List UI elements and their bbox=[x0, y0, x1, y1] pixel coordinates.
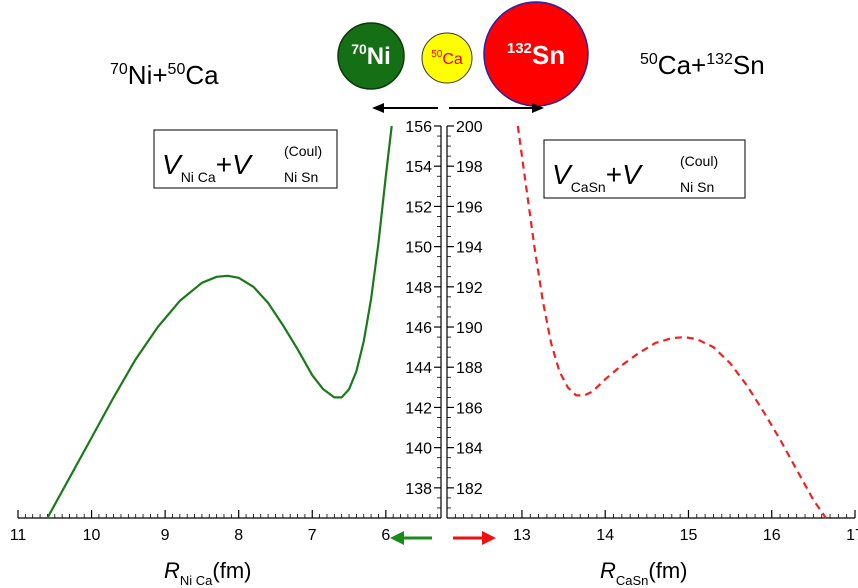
ca-direction-arrow bbox=[453, 531, 496, 545]
y-tick-label: 150 bbox=[405, 240, 432, 257]
right-x-axis-label: RCaSn(fm) bbox=[600, 558, 688, 588]
right-legend-sub: Ni Sn bbox=[680, 179, 714, 195]
x-tick-label: 13 bbox=[513, 527, 531, 544]
ni-label: 70Ni bbox=[351, 41, 391, 70]
y-tick-label: 198 bbox=[456, 159, 483, 176]
y-tick-label: 138 bbox=[405, 481, 432, 498]
y-tick-label: 186 bbox=[456, 400, 483, 417]
right-legend-frame bbox=[543, 139, 746, 199]
left-axes bbox=[18, 126, 442, 519]
left-x-axis-label: RNi Ca(fm) bbox=[164, 558, 252, 588]
x-tick-label: 11 bbox=[10, 527, 27, 544]
ca-arrow-head bbox=[482, 531, 496, 545]
x-tick-label: 9 bbox=[161, 527, 170, 544]
y-tick-label: 146 bbox=[405, 320, 432, 337]
left-legend-sup: (Coul) bbox=[284, 143, 322, 159]
left-legend-sub: Ni Sn bbox=[284, 169, 318, 185]
ni-direction-arrow bbox=[390, 531, 432, 545]
y-tick-label: 154 bbox=[405, 159, 432, 176]
ca-nucleus: 50Ca bbox=[421, 32, 473, 84]
right-reaction-title: 50Ca+132Sn bbox=[640, 50, 765, 80]
left-legend-box: VNi Ca+V (Coul) Ni Sn bbox=[153, 129, 338, 189]
y-tick-label: 148 bbox=[405, 280, 432, 297]
x-tick-label: 8 bbox=[234, 527, 243, 544]
ni-circle bbox=[337, 22, 405, 90]
x-tick-label: 7 bbox=[308, 527, 317, 544]
y-tick-label: 196 bbox=[456, 199, 483, 216]
right-legend-sup: (Coul) bbox=[680, 153, 718, 169]
ticks-layer: 11 10 9 8 7 6 138 140 142 144 146 148 150 152 154 156 13… bbox=[10, 119, 858, 544]
curves-layer bbox=[46, 125, 827, 519]
ni-nucleus: 70Ni bbox=[337, 22, 405, 90]
left-reaction-title: 70Ni+50Ca bbox=[110, 60, 219, 90]
y-tick-label: 184 bbox=[456, 441, 483, 458]
x-tick-label: 6 bbox=[381, 527, 390, 544]
right-legend-box: VCaSn+V (Coul) Ni Sn bbox=[543, 139, 746, 199]
y-tick-label: 192 bbox=[456, 280, 483, 297]
left-legend-frame bbox=[153, 129, 338, 189]
y-tick-label: 140 bbox=[405, 441, 432, 458]
left-legend-text: VNi Ca+V bbox=[162, 149, 253, 185]
ni-arrow-head bbox=[390, 531, 404, 545]
ca-circle bbox=[421, 32, 473, 84]
y-tick-label: 144 bbox=[405, 360, 432, 377]
x-tick-label: 15 bbox=[680, 527, 698, 544]
x-tick-label: 14 bbox=[596, 527, 614, 544]
y-tick-label: 190 bbox=[456, 320, 483, 337]
sn-nucleus: 132Sn bbox=[483, 1, 589, 107]
y-tick-label: 182 bbox=[456, 481, 483, 498]
y-tick-label: 142 bbox=[405, 400, 432, 417]
sn-label: 132Sn bbox=[507, 40, 565, 70]
x-tick-label: 10 bbox=[83, 527, 101, 544]
y-tick-label: 200 bbox=[456, 119, 483, 136]
x-tick-label: 17 bbox=[846, 527, 858, 544]
y-tick-label: 188 bbox=[456, 360, 483, 377]
separation-arrows bbox=[372, 103, 544, 113]
ca-label: 50Ca bbox=[431, 49, 463, 68]
y-tick-label: 152 bbox=[405, 199, 432, 216]
right-arrowhead bbox=[532, 103, 544, 113]
left-arrowhead bbox=[372, 103, 384, 113]
left-potential-curve bbox=[46, 125, 393, 519]
y-tick-label: 156 bbox=[405, 119, 432, 136]
right-axes bbox=[446, 126, 855, 519]
y-tick-label: 194 bbox=[456, 240, 483, 257]
right-legend-text: VCaSn+V bbox=[552, 159, 643, 195]
right-potential-curve bbox=[516, 125, 827, 519]
x-tick-label: 16 bbox=[763, 527, 781, 544]
